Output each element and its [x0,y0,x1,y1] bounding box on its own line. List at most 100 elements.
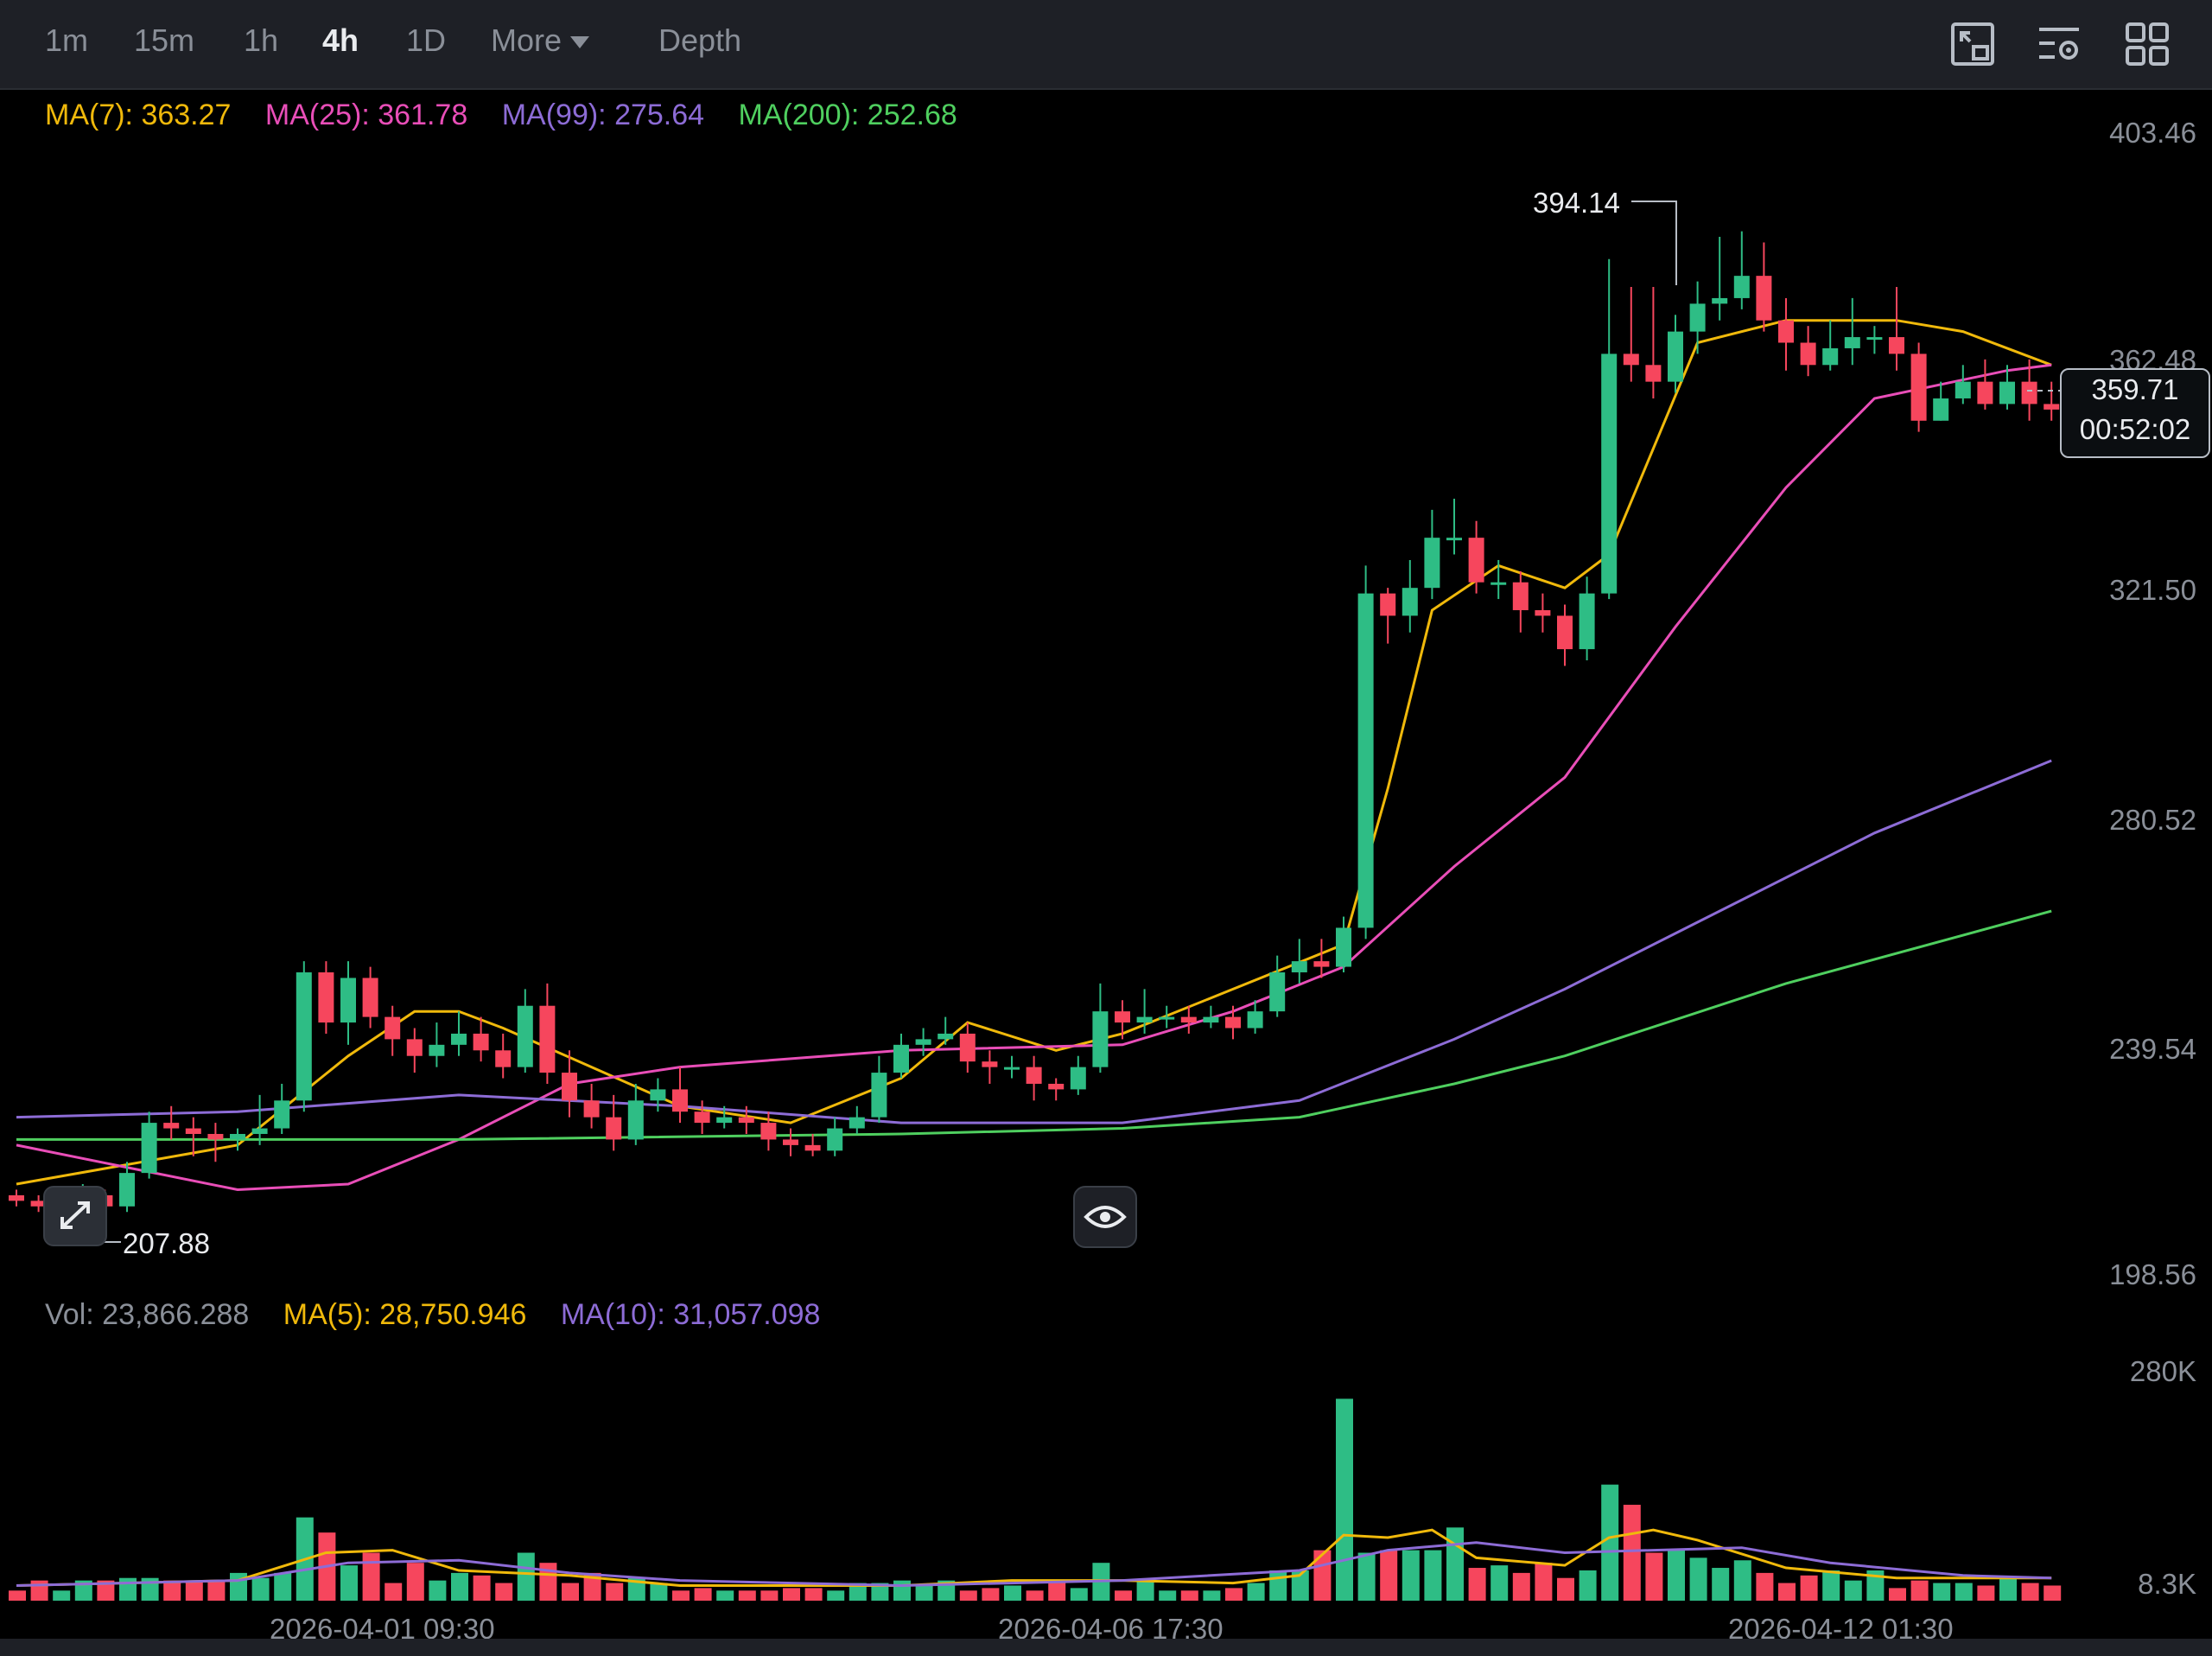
candle-body [827,1128,843,1151]
volume-bar [1136,1580,1154,1601]
candle-body [318,972,334,1023]
candle-body [1291,961,1307,973]
volume-bar [694,1588,712,1601]
candle-body [1380,593,1396,616]
volume-bar [760,1590,779,1601]
volume-bar [74,1580,92,1601]
vol-ma10-legend: MA(10): 31,057.098 [560,1298,821,1331]
volume-bar [340,1565,358,1601]
timeframe-4h[interactable]: 4h [322,22,359,58]
volume-bar [1756,1572,1774,1601]
candle-body [207,1133,224,1140]
candle-body [982,1061,998,1067]
volume-bar [1623,1505,1641,1601]
candle-body [1822,347,1839,366]
candle-body [562,1073,577,1101]
candle-body [1889,337,1904,354]
candle-body [606,1117,622,1140]
volume-bar [517,1552,535,1601]
volume-bar [1380,1550,1398,1601]
candle-body [1645,365,1662,382]
volume-bar [1070,1588,1088,1601]
low-price-label: 207.88 [123,1227,210,1259]
volume-bar [1180,1590,1198,1601]
candle-body [938,1033,954,1040]
volume-bar [1203,1590,1221,1601]
price-axis-label: 239.54 [2109,1033,2196,1065]
candle-body [2044,404,2060,410]
eye-icon [1084,1206,1127,1228]
volume-bar [1357,1552,1376,1601]
volume-bar [959,1590,977,1601]
timeframe-1h[interactable]: 1h [244,22,279,58]
volume-bar [1977,1585,1995,1601]
volume-bar [1668,1550,1685,1601]
ma-legend: MA(7): 363.27 MA(25): 361.78 MA(99): 275… [45,99,983,132]
volume-bar [627,1577,645,1601]
volume-bar [827,1590,845,1601]
grid-layout-icon[interactable] [2124,21,2171,67]
candle-body [429,1044,445,1056]
more-timeframes-dropdown[interactable]: More [491,22,590,59]
candle-body [694,1111,710,1124]
volume-bar [2021,1583,2039,1601]
timeframe-1d[interactable]: 1D [406,22,447,58]
ma25-legend: MA(25): 361.78 [264,99,468,131]
candle-body [1712,297,1728,304]
volume-bar [1512,1572,1530,1601]
volume-bar [185,1580,203,1601]
more-label: More [491,22,563,58]
volume-bar [97,1580,115,1601]
candle-body [1512,582,1529,610]
chart-mode-icon[interactable] [1949,21,1996,67]
volume-bar [362,1552,380,1601]
candle-body [1623,353,1639,366]
candle-body [804,1144,821,1151]
volume-bar [1733,1560,1751,1601]
volume-bar [982,1588,1000,1601]
volume-bar [849,1583,867,1601]
volume-bar [1712,1568,1730,1601]
candle-body [340,978,356,1023]
candle-body [1115,1011,1130,1023]
volume-bar [1026,1590,1044,1601]
volume-bar [1468,1568,1486,1601]
volume-bar [1822,1570,1840,1601]
volume-bar [119,1577,137,1601]
volume-ma-line [16,1541,2052,1588]
volume-bar [1004,1585,1021,1601]
candle-body [1180,1016,1197,1023]
candle-body [1446,538,1462,541]
ma-line [16,759,2052,1124]
volume-bar [1313,1550,1332,1601]
volume-bar [429,1580,447,1601]
candle-body [185,1128,201,1134]
toggle-indicators-button[interactable] [1073,1186,1137,1248]
volume-bar [163,1580,181,1601]
candle-body [1092,1011,1109,1067]
volume-bar [893,1580,911,1601]
indicator-settings-icon[interactable] [2036,21,2082,67]
candle-body [274,1100,290,1129]
volume-bar [274,1572,292,1601]
volume-bar [650,1583,668,1601]
candle-body [362,978,378,1017]
candle-body [738,1117,754,1124]
timeframe-15m[interactable]: 15m [134,22,195,58]
expand-chart-button[interactable] [43,1186,107,1246]
volume-bar [451,1572,468,1601]
volume-bar [207,1580,226,1601]
candle-body [1004,1067,1020,1070]
depth-tab[interactable]: Depth [658,22,742,58]
candle-body [473,1033,489,1051]
volume-bar [1579,1570,1597,1601]
timeframe-1m[interactable]: 1m [45,22,89,58]
candle-body [871,1073,887,1118]
candle-body [783,1139,798,1145]
candle-body [627,1100,644,1140]
candle-body [760,1123,777,1140]
volume-ma-line [16,1528,2052,1587]
volume-legend: Vol: 23,866.288 MA(5): 28,750.946 MA(10)… [45,1298,846,1332]
candle-body [1579,593,1595,650]
